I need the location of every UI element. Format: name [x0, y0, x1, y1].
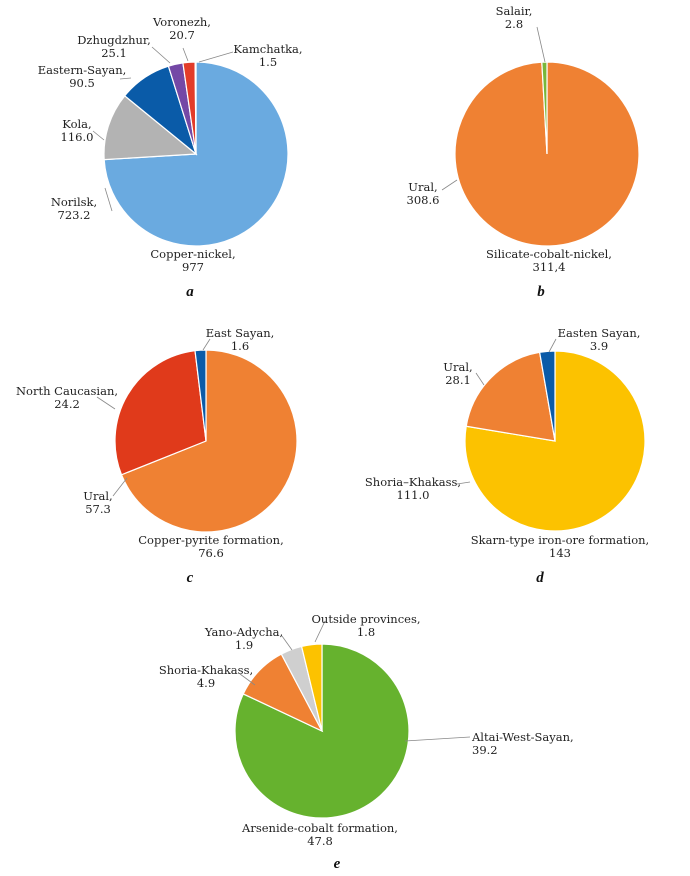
- slice-label: Kola, 116.0: [61, 117, 94, 144]
- chart-total-label: Skarn-type iron-ore formation, 143: [471, 533, 649, 560]
- slice-label: Salair, 2.8: [496, 4, 533, 31]
- pie-chart-b: Ural, 308.6 Salair, 2.8 Silicate-cobalt-nick…: [407, 4, 640, 300]
- slice-label: East Sayan, 1.6: [206, 326, 275, 353]
- pie-slice: [541, 61, 548, 155]
- slice-label: Shoria–Khakass, 111.0: [365, 475, 461, 502]
- slice-label: Ural, 57.3: [83, 489, 112, 516]
- leader-line: [92, 130, 105, 141]
- pie-slice: [194, 349, 207, 442]
- pie-chart-a: Norilsk, 723.2 Kola, 116.0 Eastern-Sayan, 90.…: [38, 15, 303, 300]
- leader-line: [151, 46, 171, 64]
- leader-line: [239, 673, 256, 686]
- leader-line: [112, 477, 128, 497]
- leader-line: [441, 179, 458, 191]
- slice-label: Kamchatka, 1.5: [233, 42, 302, 69]
- pie-chart-c: Ural, 57.3 North Caucasian, 24.2 East Sayan,…: [16, 326, 298, 586]
- chart-total-label: Arsenide-cobalt formation, 47.8: [241, 821, 398, 848]
- slice-label: Outside provinces, 1.8: [311, 612, 420, 639]
- slice-label: Altai-West-Sayan, 39.2: [471, 730, 574, 757]
- pie-slice: [465, 351, 556, 442]
- leader-line: [314, 620, 326, 643]
- slice-label: Dzhugdzhur, 25.1: [77, 33, 151, 60]
- chart-total-label: Silicate-cobalt-nickel, 311,4: [486, 247, 612, 274]
- slice-label: Ural, 308.6: [407, 180, 440, 207]
- slice-label: Ural, 28.1: [443, 360, 472, 387]
- leader-line: [548, 338, 557, 353]
- leader-line: [119, 77, 132, 80]
- slice-label: Yano-Adycha, 1.9: [204, 625, 283, 652]
- chart-caption: e: [334, 856, 341, 872]
- pie-slice: [114, 349, 207, 476]
- leader-line: [202, 338, 211, 351]
- leader-line: [281, 635, 293, 651]
- leader-line: [198, 51, 234, 63]
- chart-total-label: Copper-pyrite formation, 76.6: [138, 533, 283, 560]
- leader-line: [456, 481, 471, 485]
- chart-caption: b: [537, 284, 545, 300]
- chart-caption: a: [186, 284, 194, 300]
- slice-label: Voronezh, 20.7: [152, 15, 211, 42]
- pie-slice: [120, 349, 298, 533]
- leader-line: [404, 736, 471, 742]
- chart-caption: d: [536, 570, 544, 586]
- chart-caption: c: [187, 570, 194, 586]
- pie-slice: [194, 61, 197, 155]
- leader-line: [475, 372, 485, 386]
- pie-chart-d: Shoria–Khakass, 111.0 Ural, 28.1 Easten Saya…: [365, 326, 649, 586]
- pie-chart-e: Altai-West-Sayan, 39.2 Shoria-Khakass, 4.9 Y…: [159, 612, 574, 872]
- slice-label: Shoria-Khakass, 4.9: [159, 663, 253, 690]
- slice-label: North Caucasian, 24.2: [16, 384, 118, 411]
- pie-slice: [300, 643, 323, 732]
- chart-total-label: Copper-nickel, 977: [150, 247, 235, 274]
- leader-line: [182, 47, 189, 62]
- slice-label: Norilsk, 723.2: [51, 195, 97, 222]
- leader-line: [96, 396, 116, 410]
- pie-slice: [103, 94, 198, 161]
- slice-label: Eastern-Sayan, 90.5: [38, 63, 127, 90]
- pie-slice: [538, 350, 556, 442]
- leader-line: [104, 187, 113, 212]
- pie-slice: [234, 643, 410, 819]
- leader-line: [536, 26, 546, 63]
- slice-label: Easten Sayan, 3.9: [558, 326, 641, 353]
